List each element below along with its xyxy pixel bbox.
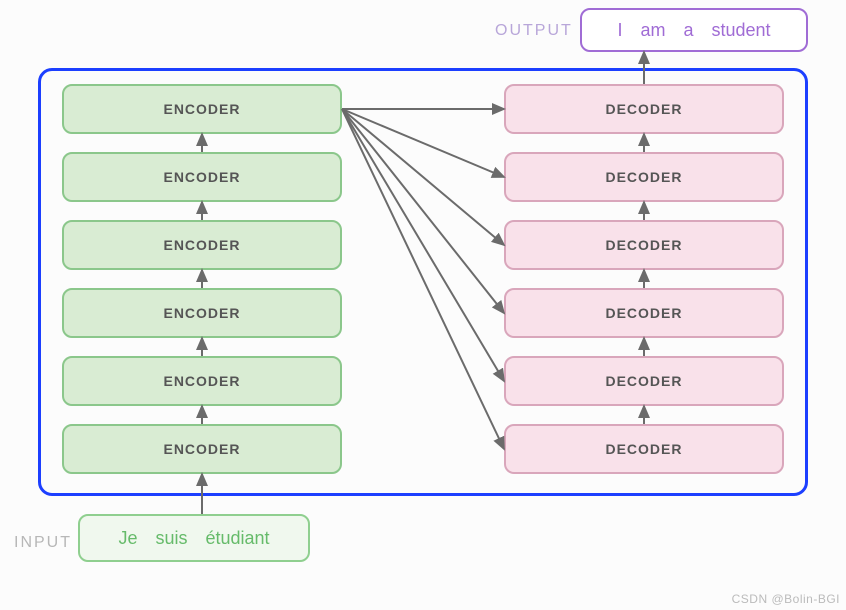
encoder-block: ENCODER (62, 84, 342, 134)
decoder-block: DECODER (504, 84, 784, 134)
input-label: INPUT (14, 534, 72, 552)
io-token: am (640, 20, 665, 41)
encoder-block: ENCODER (62, 424, 342, 474)
io-token: étudiant (205, 528, 269, 549)
decoder-block: DECODER (504, 220, 784, 270)
encoder-block: ENCODER (62, 356, 342, 406)
encoder-block: ENCODER (62, 220, 342, 270)
encoder-block: ENCODER (62, 152, 342, 202)
input-box: Jesuis étudiant (78, 514, 310, 562)
io-token: student (712, 20, 771, 41)
diagram-stage: ENCODER ENCODER ENCODER ENCODER ENCODER ENCOD… (0, 0, 846, 610)
output-label: OUTPUT (495, 22, 573, 40)
encoder-block: ENCODER (62, 288, 342, 338)
decoder-block: DECODER (504, 288, 784, 338)
decoder-block: DECODER (504, 424, 784, 474)
decoder-block: DECODER (504, 356, 784, 406)
io-token: I (617, 20, 622, 41)
output-box: Iama student (580, 8, 808, 52)
watermark: CSDN @Bolin-BGI (732, 592, 840, 606)
decoder-block: DECODER (504, 152, 784, 202)
io-token: a (683, 20, 693, 41)
io-token: Je (118, 528, 137, 549)
io-token: suis (155, 528, 187, 549)
